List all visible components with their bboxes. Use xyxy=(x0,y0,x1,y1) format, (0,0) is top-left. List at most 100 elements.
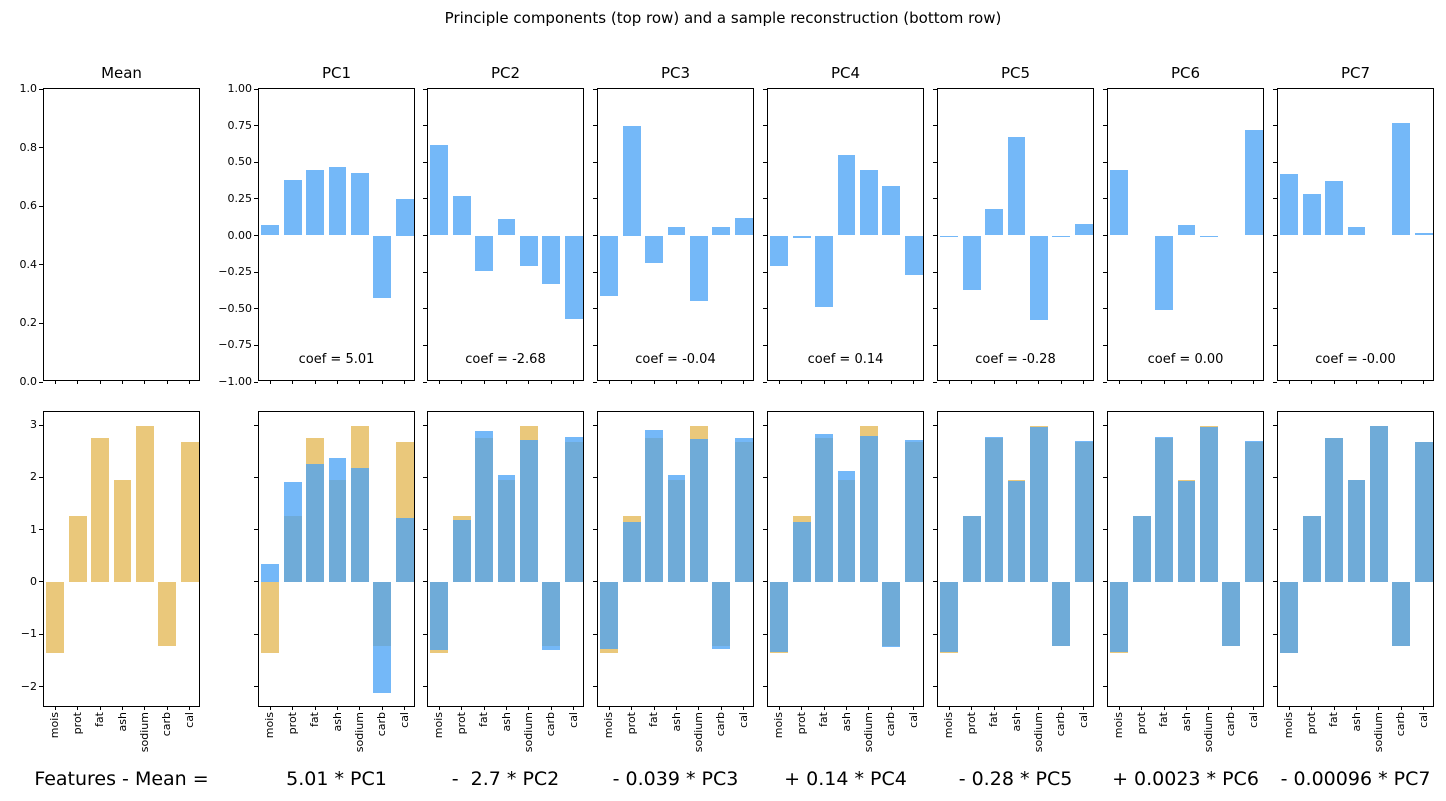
x-tick xyxy=(438,706,440,710)
y-tick-label: 2 xyxy=(30,470,37,484)
x-tick-label-cal: cal xyxy=(1416,712,1430,728)
x-tick xyxy=(461,706,463,710)
x-tick xyxy=(653,380,655,384)
axes-bottom-pc1: mois prot fat ash sodium carb cal xyxy=(254,411,415,752)
panel-title-pc7: PC7 xyxy=(1340,64,1371,82)
x-tick-label-cal: cal xyxy=(566,712,580,728)
y-tick-label: 0.2 xyxy=(19,316,38,330)
y-tick xyxy=(254,633,258,635)
pc6-bar-cal xyxy=(1244,130,1263,236)
y-tick xyxy=(1103,529,1107,531)
x-tick xyxy=(1311,380,1313,384)
x-tick-label-cal: cal xyxy=(736,712,750,728)
pc6-bar-sodium xyxy=(1199,235,1218,237)
x-tick xyxy=(314,706,316,710)
y-tick xyxy=(1273,198,1277,200)
y-tick-label: −1 xyxy=(20,627,37,641)
y-tick xyxy=(39,633,43,635)
y-tick-label: 0 xyxy=(30,574,37,588)
x-tick xyxy=(483,380,485,384)
y-tick-label: 0.75 xyxy=(227,118,253,132)
x-tick xyxy=(166,706,168,710)
x-tick-label-sodium: sodium xyxy=(861,712,875,753)
axes-top-pc5: coef = -0.28 xyxy=(933,88,1094,384)
axes-bottom-mean: 3 2 1 0 −1 −2 mois prot fat ash sodium carb cal xyxy=(21,411,200,752)
pc2-bar-fat xyxy=(475,235,494,271)
y-tick-label: 1 xyxy=(30,522,37,536)
y-tick xyxy=(763,161,767,163)
y-tick xyxy=(1103,308,1107,310)
x-tick xyxy=(404,706,406,710)
x-tick xyxy=(461,380,463,384)
y-tick xyxy=(254,686,258,688)
pc4-bar-sodium xyxy=(859,169,878,236)
pc3-bar-sodium xyxy=(689,235,708,302)
x-tick xyxy=(1186,380,1187,384)
x-tick-label-carb: carb xyxy=(1394,712,1408,737)
pc5-bar-carb xyxy=(1052,235,1071,237)
y-tick xyxy=(423,633,427,635)
y-tick xyxy=(254,529,258,531)
recon-pc6-bar-prot xyxy=(1132,516,1151,582)
x-tick xyxy=(676,706,677,710)
x-tick-label-cal: cal xyxy=(1246,712,1260,728)
x-tick xyxy=(269,380,271,384)
x-tick xyxy=(1423,380,1425,384)
x-tick xyxy=(1311,706,1313,710)
x-tick xyxy=(1038,380,1040,384)
y-tick xyxy=(1103,235,1107,236)
x-tick xyxy=(189,706,191,710)
y-tick xyxy=(39,686,43,688)
x-tick xyxy=(1186,706,1187,710)
x-tick xyxy=(550,706,552,710)
pc4-bar-prot xyxy=(792,235,811,239)
pc3-bar-carb xyxy=(712,226,731,236)
recon-pc5-bar-cal xyxy=(1074,441,1093,582)
y-tick-label: 0.6 xyxy=(19,199,38,213)
x-tick xyxy=(823,706,825,710)
x-tick xyxy=(778,706,780,710)
y-tick xyxy=(254,125,258,127)
y-tick xyxy=(593,161,597,163)
recon-pc6-bar-mois xyxy=(1110,581,1129,653)
pc2-bar-prot xyxy=(452,195,471,236)
y-tick-label: 1.00 xyxy=(227,82,253,95)
x-tick xyxy=(359,706,361,710)
y-tick xyxy=(593,125,597,127)
recon-pc7-bar-prot xyxy=(1302,515,1321,582)
coef-label-pc1: coef = 5.01 xyxy=(298,352,375,368)
x-tick xyxy=(1163,706,1165,710)
panel-title-pc1: PC1 xyxy=(321,64,352,82)
pc7-bar-cal xyxy=(1414,232,1433,236)
x-tick xyxy=(189,380,191,384)
y-tick xyxy=(763,581,767,583)
recon-pc1-bar-cal xyxy=(395,517,414,582)
y-tick xyxy=(1273,529,1277,531)
x-tick xyxy=(1208,706,1210,710)
target-mean-bar-fat xyxy=(91,438,110,582)
target-mean-bar-carb xyxy=(158,581,177,646)
x-tick-label-ash: ash xyxy=(330,712,344,732)
y-tick xyxy=(423,308,427,310)
axes-bottom-pc6: mois prot fat ash sodium carb cal xyxy=(1103,411,1264,752)
y-tick xyxy=(423,88,427,90)
y-tick-label: 0.50 xyxy=(227,155,253,169)
x-tick xyxy=(890,380,892,384)
recon-pc7-bar-carb xyxy=(1392,581,1411,646)
y-tick xyxy=(1103,381,1107,383)
x-tick xyxy=(993,706,995,710)
y-tick xyxy=(933,529,937,531)
pc6-bar-ash xyxy=(1177,225,1196,236)
y-tick xyxy=(933,308,937,310)
x-tick xyxy=(1253,706,1255,710)
recon-pc2-bar-carb xyxy=(542,581,561,650)
x-tick-label-carb: carb xyxy=(714,712,728,737)
y-tick xyxy=(423,381,427,383)
x-tick-label-ash: ash xyxy=(839,712,853,732)
y-tick xyxy=(39,424,43,426)
recon-pc4-bar-ash xyxy=(837,470,856,582)
x-tick xyxy=(653,706,655,710)
x-tick-label-mois: mois xyxy=(772,712,786,739)
x-tick-label-cal: cal xyxy=(1076,712,1090,728)
pc1-bar-mois xyxy=(261,225,280,236)
